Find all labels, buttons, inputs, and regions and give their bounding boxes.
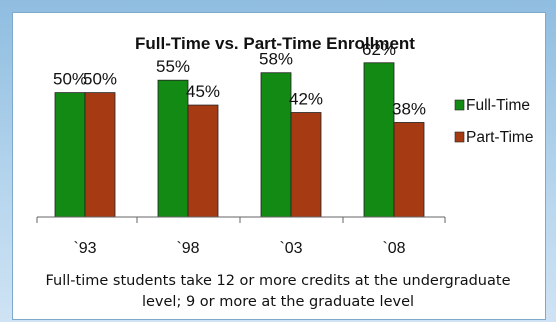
data-label-full-time-3: 58% [259,50,293,69]
chart-caption: Full-time students take 12 or more credi… [12,271,544,313]
chart-title: Full-Time vs. Part-Time Enrollment [135,34,415,53]
data-label-full-time-4: 62% [362,40,396,59]
legend-swatch-full-time [454,99,465,111]
data-labels-group: 50%50% 55% 45% 58% 42% 62% 38% [53,40,426,119]
x-tick-label-2: `98 [176,240,199,257]
x-axis [36,216,446,223]
bar-part-time-2 [187,104,219,218]
data-label-part-time-4: 38% [392,99,426,118]
data-label-full-time-2: 55% [156,57,190,76]
legend-swatch-part-time [454,131,465,143]
bar-full-time-1 [54,92,86,218]
bar-part-time-3 [290,112,322,218]
x-tick-label-3: `03 [279,240,302,257]
bar-full-time-3 [260,72,292,218]
bars-group [54,62,425,218]
x-tick-label-4: `08 [382,240,405,257]
data-label-part-time-3: 42% [289,90,323,109]
data-label-full-time-1: 50% [53,70,87,89]
data-label-part-time-2: 45% [186,82,220,101]
legend-label-part-time: Part-Time [466,129,533,146]
bar-full-time-2 [157,79,189,218]
data-label-part-time-1: 50% [83,70,117,89]
x-tick-labels: `93 `98 `03 `08 [73,240,405,257]
legend: Full-Time Part-Time [454,97,533,146]
caption-line-2: level; 9 or more at the graduate level [141,294,415,310]
bar-part-time-4 [393,122,425,218]
bar-part-time-1 [84,92,116,218]
legend-label-full-time: Full-Time [466,97,530,114]
bar-full-time-4 [363,62,395,218]
x-tick-label-1: `93 [73,240,96,257]
caption-line-1: Full-time students take 12 or more credi… [45,273,511,289]
